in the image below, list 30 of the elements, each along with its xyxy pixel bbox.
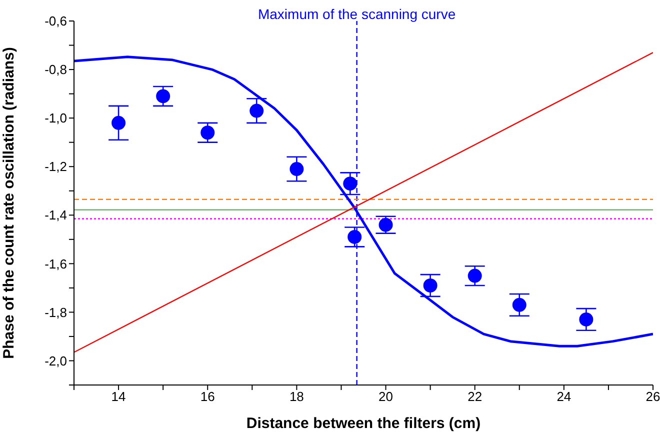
x-tick-label: 22 (468, 389, 482, 404)
point (290, 162, 304, 176)
x-axis-title: Distance between the filters (cm) (246, 415, 481, 432)
point (468, 268, 482, 283)
x-tick-label: 18 (289, 389, 304, 404)
point (250, 104, 264, 118)
x-tick-label: 26 (646, 389, 660, 404)
y-axis-title: Phase of the count rate oscillation (radians) (0, 47, 18, 359)
y-tick-label: -0,8 (44, 62, 67, 78)
point (200, 126, 215, 140)
y-tick-label: -2,0 (44, 353, 67, 368)
point (579, 312, 594, 326)
y-tick-label: -1,4 (44, 208, 67, 223)
point (378, 218, 393, 232)
point (348, 230, 362, 244)
point (423, 278, 438, 293)
point (112, 116, 126, 130)
point (343, 176, 358, 191)
x-tick-label: 16 (200, 389, 215, 404)
y-tick-label: -1,6 (44, 256, 67, 272)
x-tick-label: 14 (111, 389, 126, 404)
y-tick-label: -0,6 (44, 14, 67, 29)
y-tick-label: -1,2 (44, 159, 67, 174)
ref-line-label: Maximum of the scanning curve (258, 6, 456, 22)
y-tick-label: -1,0 (44, 110, 67, 126)
point (512, 298, 526, 312)
point (156, 89, 170, 104)
y-tick-label: -1,8 (44, 304, 67, 320)
x-tick-label: 20 (378, 389, 394, 404)
x-tick-label: 24 (556, 389, 572, 404)
